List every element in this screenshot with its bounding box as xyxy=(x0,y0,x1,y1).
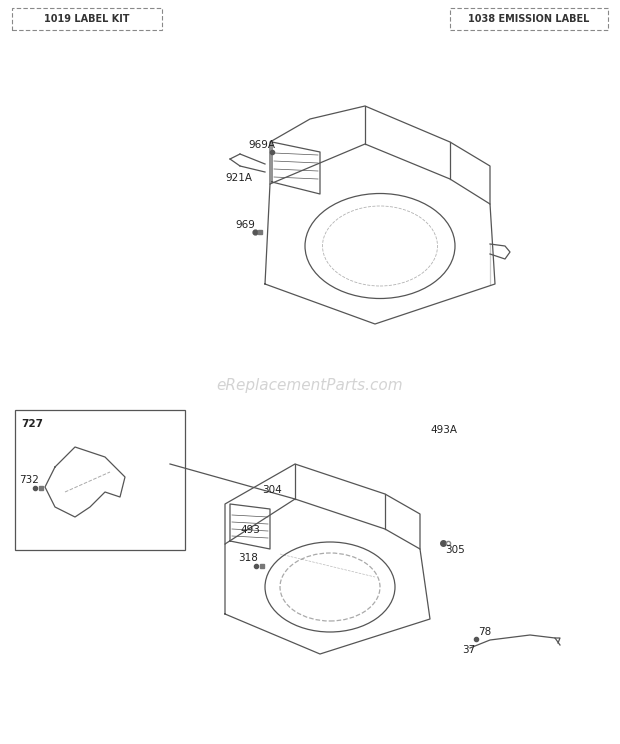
Text: 37: 37 xyxy=(462,645,476,655)
Text: 921A: 921A xyxy=(225,173,252,183)
FancyBboxPatch shape xyxy=(12,8,162,30)
Text: eReplacementParts.com: eReplacementParts.com xyxy=(216,377,404,393)
Text: 1038 EMISSION LABEL: 1038 EMISSION LABEL xyxy=(468,14,590,24)
Text: 1019 LABEL KIT: 1019 LABEL KIT xyxy=(44,14,130,24)
FancyBboxPatch shape xyxy=(450,8,608,30)
Text: 493: 493 xyxy=(240,525,260,535)
Text: 318: 318 xyxy=(238,553,258,563)
Text: 732: 732 xyxy=(19,475,39,485)
Text: 727: 727 xyxy=(21,419,43,429)
FancyBboxPatch shape xyxy=(15,410,185,550)
Text: 969A: 969A xyxy=(248,140,275,150)
Text: 493A: 493A xyxy=(430,425,457,435)
Text: 304: 304 xyxy=(262,485,281,495)
Text: 969: 969 xyxy=(235,220,255,230)
Text: 305: 305 xyxy=(445,545,465,555)
Text: 78: 78 xyxy=(478,627,491,637)
